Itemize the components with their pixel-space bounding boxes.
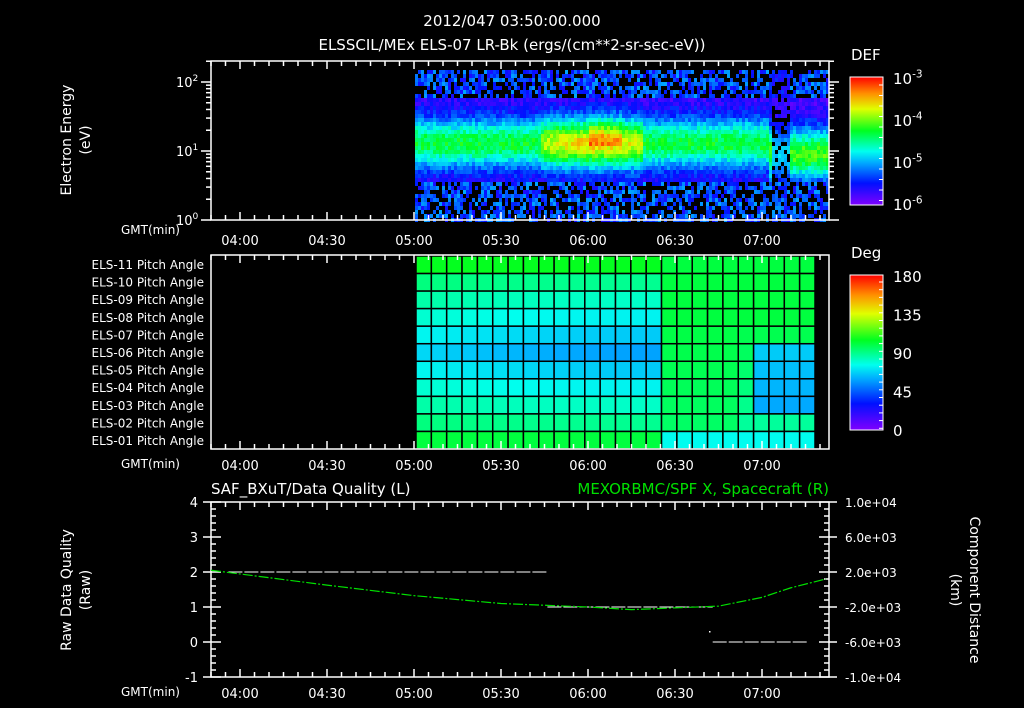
colorbar-tick-label: 0 — [893, 422, 903, 440]
distance-tick-label: -6.0e+03 — [845, 636, 901, 650]
axis-tick-label: 10-6 — [893, 194, 923, 214]
quality-tick-label: 3 — [190, 531, 198, 546]
panel3-ticks — [203, 501, 837, 678]
panel3-left-ylabel: Raw Data Quality — [59, 529, 75, 651]
deg-colorbar-labels: 180 135 90 45 0 — [879, 268, 922, 440]
time-tick-label: 04:30 — [308, 687, 345, 702]
time-tick-label: 07:00 — [743, 459, 780, 474]
panel1-ticks — [201, 60, 839, 221]
panel2-ticks — [210, 255, 821, 449]
distance-tick-label: 1.0e+04 — [845, 496, 897, 510]
spf-x-line — [210, 569, 826, 611]
pitch-row-label: ELS-10 Pitch Angle — [92, 276, 204, 290]
time-tick-label: 06:00 — [569, 687, 606, 702]
time-tick-label: 05:00 — [395, 687, 432, 702]
plot-timestamp: 2012/047 03:50:00.000 — [423, 12, 601, 30]
pitch-row-label: ELS-03 Pitch Angle — [92, 399, 204, 413]
pitch-angle-grid — [415, 255, 816, 450]
panel3-frame — [210, 501, 830, 678]
quality-tick-label: 2 — [190, 566, 198, 581]
pitch-row-label: ELS-05 Pitch Angle — [92, 364, 204, 378]
axis-tick-label: 100 — [176, 212, 199, 229]
distance-axis-labels: 1.0e+04 6.0e+03 2.0e+03 -2.0e+03 -6.0e+03 -1.… — [845, 496, 901, 685]
data-quality-panel: SAF_BXuT/Data Quality (L) MEXORBMC/SPF X… — [59, 480, 982, 702]
deg-colorbar — [849, 274, 884, 431]
axis-tick-label: 10-4 — [893, 110, 923, 130]
panel1-ylabel: Electron Energy — [59, 85, 75, 196]
pitch-row-labels: ELS-11 Pitch Angle ELS-10 Pitch Angle ELS-… — [92, 258, 204, 448]
time-tick-label: 06:30 — [656, 687, 693, 702]
panel1-time-ticks: 04:00 04:30 05:00 05:30 06:00 06:30 07:00 — [221, 234, 780, 249]
panel3-right-yunit: (km) — [947, 574, 963, 607]
pitch-row-label: ELS-08 Pitch Angle — [92, 311, 204, 325]
time-tick-label: 05:00 — [395, 459, 432, 474]
def-colorbar-title: DEF — [851, 46, 881, 64]
colorbar-tick-label: 45 — [893, 384, 912, 402]
colorbar-tick-label: 90 — [893, 345, 912, 363]
time-tick-label: 04:00 — [221, 459, 258, 474]
pitch-row-label: ELS-07 Pitch Angle — [92, 328, 204, 342]
deg-colorbar-title: Deg — [851, 244, 881, 262]
spectrogram-data — [415, 70, 829, 222]
axis-tick-label: 10-5 — [893, 152, 923, 172]
panel3-right-title: MEXORBMC/SPF X, Spacecraft (R) — [577, 480, 829, 498]
time-tick-label: 07:00 — [743, 234, 780, 249]
colorbar-tick-label: 135 — [893, 307, 922, 325]
time-tick-label: 06:00 — [569, 234, 606, 249]
time-tick-label: 06:30 — [656, 234, 693, 249]
colorbar-tick-label: 180 — [893, 268, 922, 286]
quality-tick-label: 4 — [190, 496, 198, 511]
plot-title: ELSSCIL/MEx ELS-07 LR-Bk (ergs/(cm**2-sr… — [318, 36, 706, 54]
panel2-frame — [210, 254, 830, 450]
distance-tick-label: -1.0e+04 — [845, 671, 901, 685]
def-colorbar-labels: 10-3 10-4 10-5 10-6 — [879, 68, 923, 214]
time-tick-label: 05:30 — [482, 234, 519, 249]
energy-axis-labels: 100 101 102 — [176, 74, 199, 229]
time-tick-label: 05:00 — [395, 234, 432, 249]
time-tick-label: 04:00 — [221, 234, 258, 249]
panel3-left-yunit: (Raw) — [78, 570, 94, 610]
panel2-time-label: GMT(min) — [121, 457, 180, 471]
time-tick-label: 04:00 — [221, 687, 258, 702]
time-tick-label: 04:30 — [308, 234, 345, 249]
distance-tick-label: 2.0e+03 — [845, 566, 897, 580]
pitch-angle-panel: ELS-11 Pitch Angle ELS-10 Pitch Angle ELS-… — [92, 244, 922, 474]
panel3-time-ticks: 04:00 04:30 05:00 05:30 06:00 06:30 07:00 — [221, 687, 780, 702]
pitch-row-label: ELS-06 Pitch Angle — [92, 346, 204, 360]
panel3-left-title: SAF_BXuT/Data Quality (L) — [211, 480, 411, 499]
panel1-frame — [210, 60, 830, 221]
quality-axis-labels: 4 3 2 1 0 -1 — [185, 496, 198, 686]
def-colorbar — [849, 76, 884, 206]
panel1-yunit: (eV) — [78, 125, 94, 154]
panel3-right-ylabel: Component Distance — [966, 517, 982, 664]
panel2-time-ticks: 04:00 04:30 05:00 05:30 06:00 06:30 07:00 — [221, 459, 780, 474]
pitch-row-label: ELS-09 Pitch Angle — [92, 293, 204, 307]
axis-tick-label: 10-3 — [893, 68, 923, 88]
pitch-row-label: ELS-04 Pitch Angle — [92, 381, 204, 395]
time-tick-label: 07:00 — [743, 687, 780, 702]
distance-tick-label: 6.0e+03 — [845, 531, 897, 545]
time-tick-label: 06:00 — [569, 459, 606, 474]
pitch-row-label: ELS-01 Pitch Angle — [92, 434, 204, 448]
panel1-time-label: GMT(min) — [121, 223, 180, 237]
time-tick-label: 05:30 — [482, 459, 519, 474]
quality-tick-label: 1 — [190, 601, 198, 616]
quality-tick-label: -1 — [185, 671, 198, 686]
time-tick-label: 06:30 — [656, 459, 693, 474]
panel3-lines — [210, 569, 826, 643]
pitch-row-label: ELS-11 Pitch Angle — [92, 258, 204, 272]
time-tick-label: 05:30 — [482, 687, 519, 702]
distance-tick-label: -2.0e+03 — [845, 601, 901, 615]
panel3-time-label: GMT(min) — [121, 685, 180, 699]
quality-tick-label: 0 — [190, 636, 198, 651]
time-tick-label: 04:30 — [308, 459, 345, 474]
axis-tick-label: 101 — [176, 143, 198, 160]
pitch-row-label: ELS-02 Pitch Angle — [92, 416, 204, 430]
axis-tick-label: 102 — [176, 74, 198, 91]
